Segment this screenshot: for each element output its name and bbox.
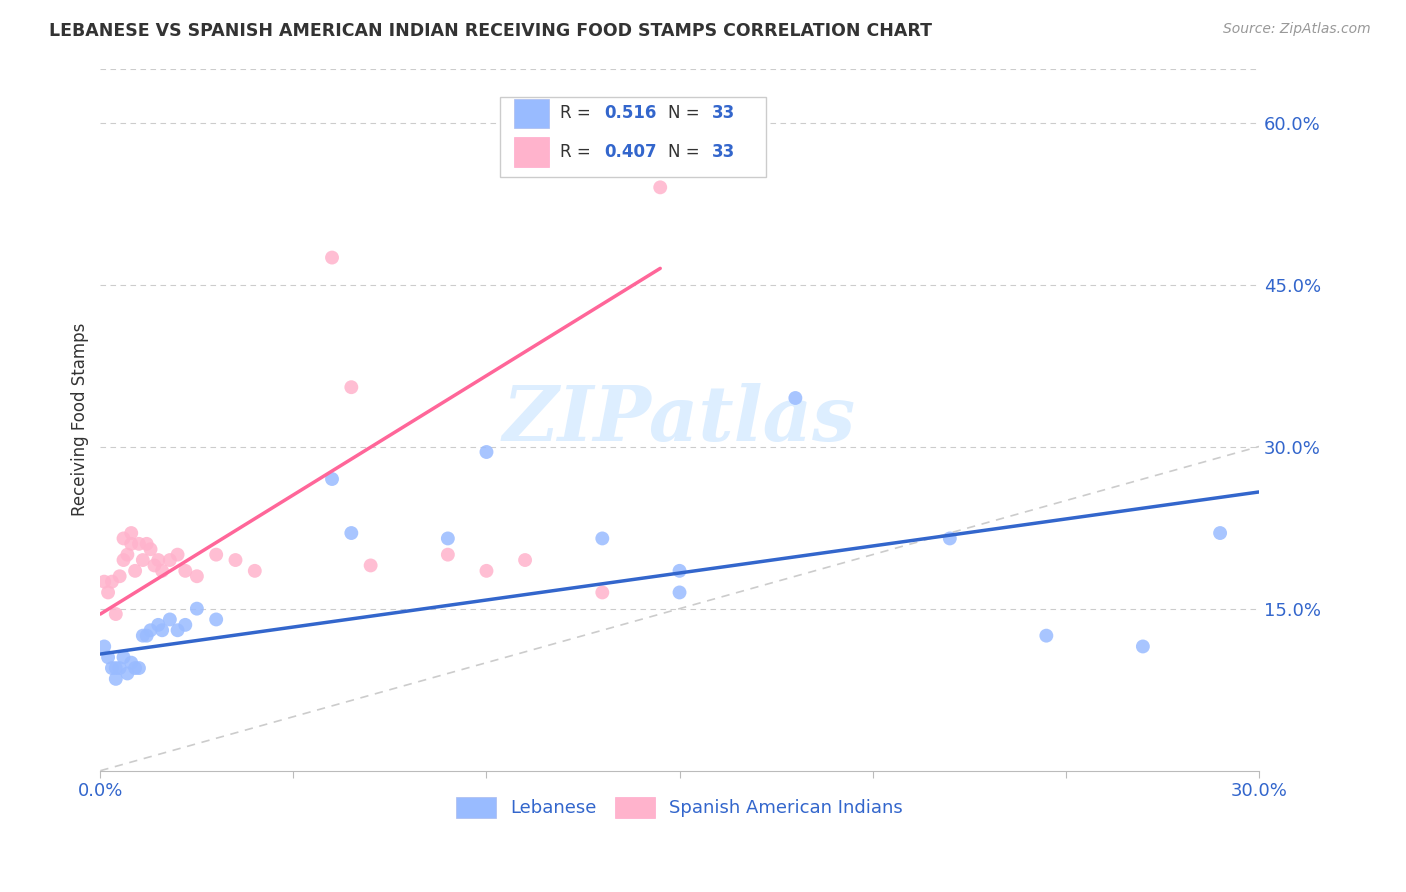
Y-axis label: Receiving Food Stamps: Receiving Food Stamps bbox=[72, 323, 89, 516]
Point bbox=[117, 666, 139, 681]
Point bbox=[591, 585, 613, 599]
Point bbox=[148, 618, 170, 632]
Point bbox=[785, 391, 807, 405]
Legend: Lebanese, Spanish American Indians: Lebanese, Spanish American Indians bbox=[449, 789, 910, 825]
Point bbox=[668, 564, 690, 578]
Point bbox=[93, 574, 115, 589]
Point bbox=[174, 618, 197, 632]
Point bbox=[224, 553, 246, 567]
Point bbox=[340, 526, 363, 541]
Point bbox=[108, 661, 131, 675]
Point bbox=[668, 585, 690, 599]
Text: 33: 33 bbox=[711, 104, 735, 122]
Point bbox=[97, 650, 120, 665]
Point bbox=[150, 624, 173, 638]
Point bbox=[174, 564, 197, 578]
Point bbox=[166, 548, 188, 562]
Point bbox=[135, 629, 157, 643]
Point bbox=[120, 537, 142, 551]
Point bbox=[132, 553, 155, 567]
Point bbox=[1209, 526, 1232, 541]
Point bbox=[513, 553, 536, 567]
Point bbox=[321, 251, 343, 265]
Point bbox=[117, 548, 139, 562]
Point bbox=[437, 548, 460, 562]
Point bbox=[437, 532, 460, 546]
Text: N =: N = bbox=[668, 104, 704, 122]
Point bbox=[205, 612, 228, 626]
Point bbox=[139, 624, 162, 638]
Point bbox=[132, 629, 155, 643]
Point bbox=[143, 558, 166, 573]
Point bbox=[104, 607, 127, 621]
Point bbox=[104, 672, 127, 686]
Point bbox=[475, 564, 498, 578]
Point bbox=[159, 553, 181, 567]
Point bbox=[150, 564, 173, 578]
Point bbox=[475, 445, 498, 459]
Point bbox=[166, 624, 188, 638]
FancyBboxPatch shape bbox=[513, 137, 548, 167]
Text: R =: R = bbox=[560, 104, 596, 122]
Text: N =: N = bbox=[668, 143, 704, 161]
Point bbox=[591, 532, 613, 546]
Point bbox=[186, 569, 208, 583]
Point bbox=[112, 532, 135, 546]
Point bbox=[340, 380, 363, 394]
Point bbox=[112, 650, 135, 665]
Point bbox=[124, 661, 146, 675]
FancyBboxPatch shape bbox=[501, 96, 766, 178]
Point bbox=[148, 553, 170, 567]
Point bbox=[112, 553, 135, 567]
Point bbox=[93, 640, 115, 654]
Point bbox=[1132, 640, 1154, 654]
Point bbox=[321, 472, 343, 486]
Point bbox=[120, 656, 142, 670]
Point bbox=[101, 574, 124, 589]
Text: 33: 33 bbox=[711, 143, 735, 161]
Point bbox=[186, 601, 208, 615]
Text: 0.516: 0.516 bbox=[605, 104, 657, 122]
Point bbox=[159, 612, 181, 626]
Point bbox=[1035, 629, 1057, 643]
Point bbox=[139, 542, 162, 557]
Text: R =: R = bbox=[560, 143, 596, 161]
Point bbox=[104, 661, 127, 675]
Point bbox=[101, 661, 124, 675]
Text: LEBANESE VS SPANISH AMERICAN INDIAN RECEIVING FOOD STAMPS CORRELATION CHART: LEBANESE VS SPANISH AMERICAN INDIAN RECE… bbox=[49, 22, 932, 40]
Text: Source: ZipAtlas.com: Source: ZipAtlas.com bbox=[1223, 22, 1371, 37]
Point bbox=[108, 569, 131, 583]
Point bbox=[128, 537, 150, 551]
Point bbox=[650, 180, 672, 194]
Point bbox=[205, 548, 228, 562]
Point bbox=[97, 585, 120, 599]
Point bbox=[128, 661, 150, 675]
Point bbox=[939, 532, 962, 546]
Point bbox=[120, 526, 142, 541]
FancyBboxPatch shape bbox=[513, 99, 548, 128]
Point bbox=[243, 564, 266, 578]
Point bbox=[135, 537, 157, 551]
Text: 0.407: 0.407 bbox=[605, 143, 657, 161]
Point bbox=[360, 558, 382, 573]
Text: ZIPatlas: ZIPatlas bbox=[503, 383, 856, 457]
Point bbox=[124, 564, 146, 578]
